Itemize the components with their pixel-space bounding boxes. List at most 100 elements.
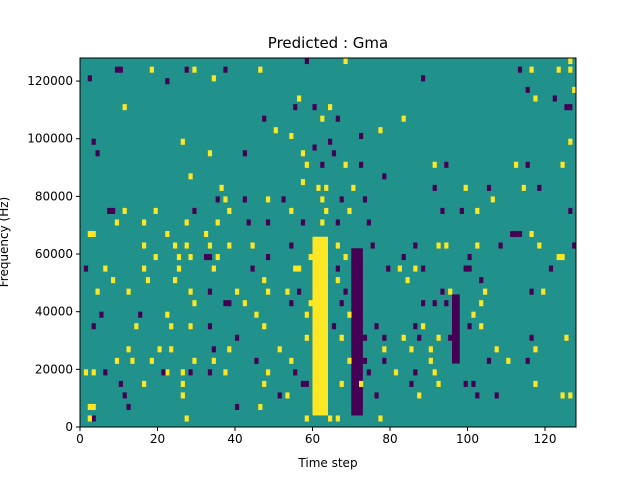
heatmap-cell xyxy=(432,369,437,376)
heatmap-cell xyxy=(126,288,131,295)
heatmap-cell xyxy=(343,254,348,261)
heatmap-band-0 xyxy=(312,236,328,416)
heatmap-cell xyxy=(463,380,468,387)
heatmap-cell xyxy=(378,127,383,134)
heatmap-cell xyxy=(207,323,213,330)
heatmap-cell xyxy=(204,254,209,261)
heatmap-cell xyxy=(103,265,108,272)
heatmap-cell xyxy=(444,161,449,168)
heatmap-cell xyxy=(401,254,406,261)
heatmap-cell xyxy=(91,138,96,145)
heatmap-cell xyxy=(188,288,193,295)
heatmap-cell xyxy=(517,66,523,73)
heatmap-cell xyxy=(382,346,387,353)
heatmap-cell xyxy=(204,230,209,238)
heatmap-cell xyxy=(436,334,441,341)
heatmap-cell xyxy=(568,58,573,65)
heatmap-cell xyxy=(176,254,182,261)
heatmap-cell xyxy=(556,66,561,73)
heatmap-cell xyxy=(339,196,344,203)
x-tick-label: 0 xyxy=(76,432,84,446)
heatmap-cell xyxy=(87,403,92,411)
heatmap-bands xyxy=(312,236,460,416)
y-axis-ticks: 0 20000 40000 60000 80000 100000 120000 xyxy=(27,74,80,434)
heatmap-cell xyxy=(297,95,302,102)
heatmap-cell xyxy=(300,380,306,387)
heatmap-cell xyxy=(320,115,325,122)
heatmap-cell xyxy=(382,334,387,341)
heatmap-cell xyxy=(273,127,278,134)
heatmap-cell xyxy=(335,265,340,272)
heatmap-cell xyxy=(564,334,569,341)
heatmap-cell xyxy=(285,288,290,295)
heatmap-band-1 xyxy=(351,248,363,416)
heatmap-cell xyxy=(223,196,228,203)
heatmap-cell xyxy=(510,230,515,238)
heatmap-cell xyxy=(165,369,170,376)
heatmap-cell xyxy=(475,242,480,249)
heatmap-cell xyxy=(436,380,441,387)
heatmap-cell xyxy=(207,150,213,157)
heatmap-cell xyxy=(235,288,240,295)
heatmap-cell xyxy=(413,242,418,249)
heatmap-cell xyxy=(525,357,530,364)
heatmap-cell xyxy=(382,357,387,364)
heatmap-cell xyxy=(153,254,158,261)
heatmap-cell xyxy=(568,66,573,73)
heatmap-cell xyxy=(331,323,337,330)
heatmap-cell xyxy=(242,150,247,157)
heatmap-cell xyxy=(223,300,228,307)
heatmap-cell xyxy=(444,242,449,249)
heatmap-cell xyxy=(95,150,100,157)
heatmap-cell xyxy=(386,265,391,272)
heatmap-cell xyxy=(490,196,495,203)
heatmap-cell xyxy=(83,265,89,272)
heatmap-cell xyxy=(328,415,333,422)
heatmap-cell xyxy=(568,207,573,214)
x-tick-label: 80 xyxy=(382,432,397,446)
heatmap-cell xyxy=(428,346,433,353)
heatmap-cell xyxy=(417,392,422,399)
heatmap-cell xyxy=(328,104,333,111)
heatmap-cell xyxy=(413,323,418,330)
heatmap-cell xyxy=(417,334,422,341)
heatmap-cell xyxy=(173,277,178,284)
heatmap-cell xyxy=(114,66,120,73)
heatmap-cell xyxy=(277,346,282,353)
heatmap-cell xyxy=(479,277,484,284)
heatmap-cell xyxy=(91,369,96,376)
heatmap-cell xyxy=(285,392,290,399)
heatmap-cell xyxy=(266,196,271,203)
heatmap-cell xyxy=(397,265,402,272)
heatmap-cell xyxy=(258,66,263,73)
heatmap-cell xyxy=(192,207,197,214)
x-tick-label: 100 xyxy=(456,432,479,446)
heatmap-cell xyxy=(405,277,410,284)
heatmap-cell xyxy=(184,242,189,249)
x-axis-ticks: 0 20 40 60 80 100 120 xyxy=(76,427,556,446)
heatmap-cell xyxy=(223,369,228,376)
x-tick-label: 40 xyxy=(227,432,242,446)
heatmap-cell xyxy=(304,415,309,422)
heatmap-cell xyxy=(308,254,313,261)
heatmap-cell xyxy=(262,277,267,284)
heatmap-cell xyxy=(138,311,143,318)
heatmap-cell xyxy=(467,323,472,330)
heatmap-cell xyxy=(486,357,492,364)
heatmap-cell xyxy=(262,115,267,122)
heatmap-cell xyxy=(560,392,565,399)
heatmap-cell xyxy=(176,265,182,272)
heatmap-cell xyxy=(421,265,426,272)
heatmap-cell xyxy=(207,254,213,261)
heatmap-cell xyxy=(111,207,116,214)
heatmap-cell xyxy=(118,380,123,387)
plot-area xyxy=(80,58,577,427)
heatmap-cell xyxy=(304,161,309,168)
heatmap-cell xyxy=(471,380,476,387)
heatmap-cell xyxy=(409,346,414,353)
heatmap-cell xyxy=(122,207,127,214)
heatmap-cell xyxy=(335,219,340,226)
heatmap-cell xyxy=(374,323,379,330)
heatmap-cell xyxy=(521,184,526,191)
